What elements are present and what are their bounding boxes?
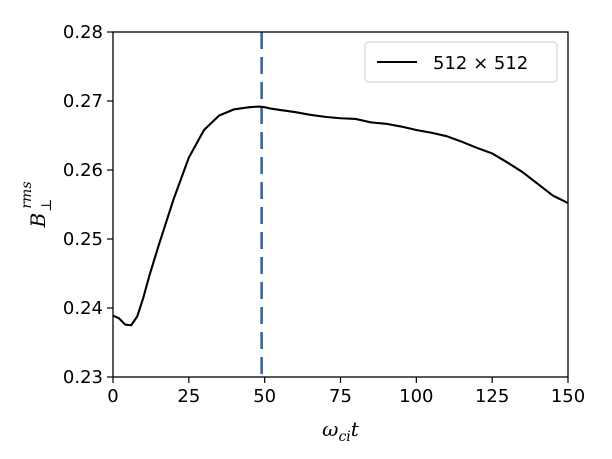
series-line-0 [112,105,569,327]
y-tick-label: 0.27 [63,91,103,112]
x-tick-label: 25 [177,386,200,407]
plot-frame [112,31,569,378]
legend-label-0: 512 × 512 [433,53,528,74]
y-axis-label: B⊥rms [19,181,55,228]
x-tick-label: 0 [107,386,118,407]
x-tick-label: 100 [399,386,433,407]
x-tick-label: 150 [551,386,585,407]
x-tick-label: 75 [329,386,352,407]
legend-box [364,41,558,83]
x-tick-label: 50 [253,386,276,407]
y-tick-label: 0.23 [63,367,103,388]
y-tick-label: 0.24 [63,298,103,319]
x-axis-label: ωcit [322,417,360,445]
x-tick-label: 125 [475,386,509,407]
y-tick-label: 0.28 [63,22,103,43]
y-tick-label: 0.25 [63,229,103,250]
y-tick-label: 0.26 [63,160,103,181]
legend: 512 × 512 [364,41,558,83]
